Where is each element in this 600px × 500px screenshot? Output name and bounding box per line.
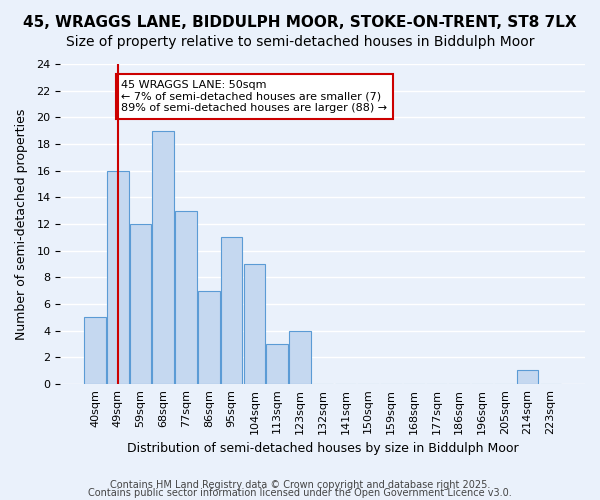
Text: 45 WRAGGS LANE: 50sqm
← 7% of semi-detached houses are smaller (7)
89% of semi-d: 45 WRAGGS LANE: 50sqm ← 7% of semi-detac… — [121, 80, 387, 113]
Y-axis label: Number of semi-detached properties: Number of semi-detached properties — [15, 108, 28, 340]
Text: Contains public sector information licensed under the Open Government Licence v3: Contains public sector information licen… — [88, 488, 512, 498]
Bar — [221, 237, 242, 384]
Bar — [198, 290, 220, 384]
Bar — [84, 317, 106, 384]
Bar — [152, 130, 174, 384]
Text: Contains HM Land Registry data © Crown copyright and database right 2025.: Contains HM Land Registry data © Crown c… — [110, 480, 490, 490]
Bar — [266, 344, 288, 384]
Text: Size of property relative to semi-detached houses in Biddulph Moor: Size of property relative to semi-detach… — [66, 35, 534, 49]
Text: 45, WRAGGS LANE, BIDDULPH MOOR, STOKE-ON-TRENT, ST8 7LX: 45, WRAGGS LANE, BIDDULPH MOOR, STOKE-ON… — [23, 15, 577, 30]
Bar — [289, 330, 311, 384]
Bar — [107, 170, 128, 384]
X-axis label: Distribution of semi-detached houses by size in Biddulph Moor: Distribution of semi-detached houses by … — [127, 442, 518, 455]
Bar — [175, 210, 197, 384]
Bar — [244, 264, 265, 384]
Bar — [130, 224, 151, 384]
Bar — [517, 370, 538, 384]
